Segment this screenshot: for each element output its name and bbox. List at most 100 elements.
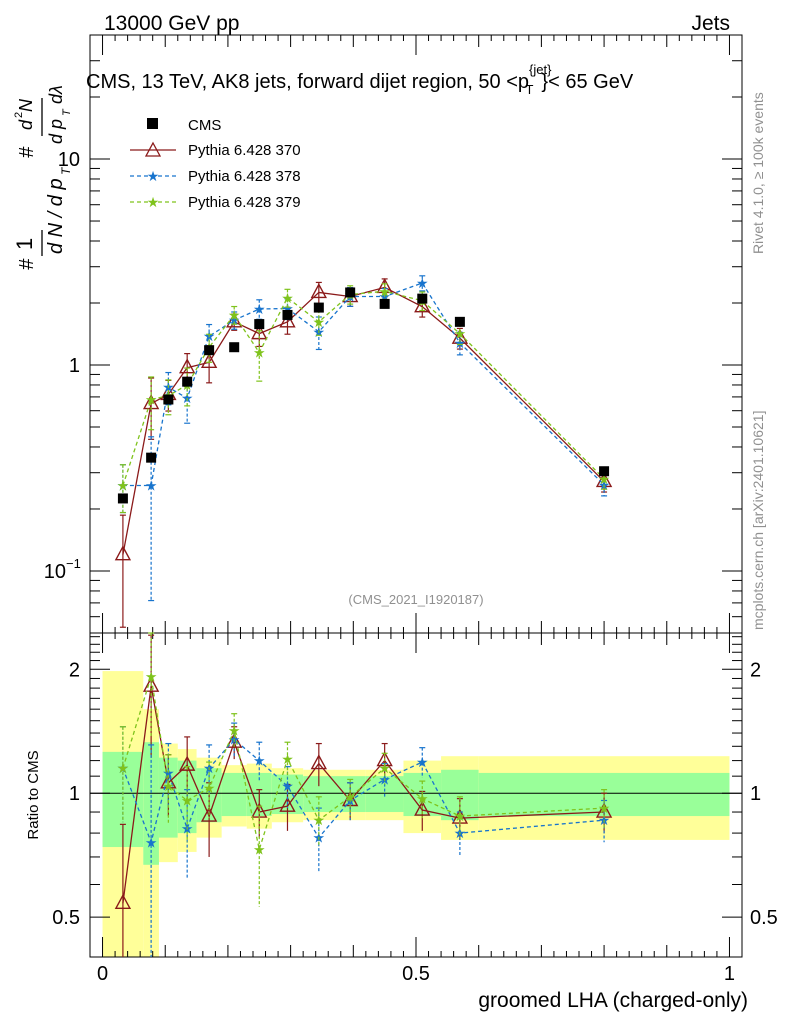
ratio-marker: ★ [145, 834, 158, 850]
ratio-y-tick-label-right: 2 [750, 659, 761, 681]
svg-text:d N / d p: d N / d p [45, 178, 67, 254]
cms-point [204, 345, 215, 356]
svg-text:N: N [16, 98, 36, 112]
ratio-marker: ★ [313, 812, 326, 828]
series-line [122, 286, 605, 555]
point-marker [114, 545, 132, 561]
legend-370-marker [144, 141, 162, 157]
x-tick-label: 0 [97, 963, 108, 985]
data-series: ★★★★★★★★★★★★★★★★★★★★★★★★★★★★ [114, 275, 613, 628]
point-marker: ★ [378, 283, 391, 299]
collision-energy-label: 13000 GeV pp [104, 12, 239, 35]
ratio-y-tick-label: 2 [69, 659, 80, 681]
cms-point [345, 287, 356, 298]
point-marker: ★ [145, 478, 158, 494]
ratio-marker: ★ [228, 723, 241, 739]
ratio-y-tick-label-right: 0.5 [750, 907, 778, 929]
category-label: Jets [691, 12, 730, 35]
legend-cms-marker [147, 118, 158, 129]
ratio-marker [279, 796, 296, 812]
series-line [122, 290, 605, 486]
band-inner-bin [143, 742, 159, 865]
ratio-y-tick-label-right: 1 [750, 783, 761, 805]
svg-text:#: # [16, 146, 38, 158]
point-marker [279, 312, 296, 328]
ratio-marker: ★ [281, 778, 294, 794]
ratio-line [122, 676, 605, 853]
cms-point [599, 466, 610, 477]
ratio-marker [310, 754, 327, 770]
chart-title-main: CMS, 13 TeV, AK8 jets, forward dijet reg… [86, 71, 529, 93]
ratio-marker [160, 773, 177, 789]
legend-378-label: Pythia 6.428 378 [188, 168, 301, 185]
ratio-marker: ★ [162, 778, 175, 794]
cms-point [417, 293, 428, 304]
ratio-marker: ★ [598, 800, 611, 816]
point-marker: ★ [117, 478, 130, 494]
ratio-series: ★★★★★★★★★★★★★★★★★★★★★★★★★★★ ★ [114, 632, 613, 957]
ratio-marker: ★ [145, 669, 158, 685]
point-marker: ★ [253, 301, 266, 317]
chart-title-sup: {jet} [529, 62, 552, 77]
ratio-marker [114, 893, 132, 910]
chart-title: CMS, 13 TeV, AK8 jets, forward dijet reg… [86, 62, 634, 97]
ratio-marker [414, 800, 431, 816]
legend-378-marker: ★ [147, 168, 160, 184]
svg-text:T: T [61, 108, 73, 116]
cms-point [163, 394, 174, 405]
point-marker: ★ [281, 290, 294, 306]
ratio-marker [179, 755, 196, 771]
point-marker [310, 282, 327, 299]
ratio-y-tick-label: 1 [69, 783, 80, 805]
cms-point [379, 298, 390, 309]
ratio-marker [142, 676, 160, 692]
ratio-marker: ★ [203, 780, 216, 796]
ratio-marker: ★ [253, 753, 266, 769]
ratio-marker: ★ [117, 760, 130, 776]
ratio-marker: ★ [378, 760, 391, 776]
cms-point [117, 493, 128, 504]
cms-point [282, 309, 293, 320]
rivet-version-label: Rivet 4.1.0, ≥ 100k events [750, 92, 766, 254]
analysis-tag: (CMS_2021_I1920187) [348, 592, 483, 607]
ratio-marker: ★ [454, 808, 467, 824]
legend-379-marker: ★ [147, 194, 160, 210]
legend-370-label: Pythia 6.428 370 [188, 142, 301, 159]
legend: CMS Pythia 6.428 370 ★ Pythia 6.428 378 … [130, 117, 301, 211]
legend-379-label: Pythia 6.428 379 [188, 194, 301, 211]
cms-point [146, 452, 157, 463]
y-tick-label: 1 [69, 355, 80, 377]
ratio-marker [226, 732, 243, 748]
svg-text:dλ: dλ [46, 85, 66, 104]
y-axis-label-ratio: Ratio to CMS [25, 750, 42, 839]
ratio-marker: ★ [416, 754, 429, 770]
y-tick-label: 10 [44, 561, 66, 583]
point-marker: ★ [228, 307, 241, 323]
point-marker: ★ [253, 345, 266, 361]
ratio-marker: ★ [253, 841, 266, 857]
ratio-marker: ★ [181, 792, 194, 808]
y-axis-label-main: # 1 d N / d p T # d 2 N d p T dλ [12, 85, 73, 270]
point-marker: ★ [313, 314, 326, 330]
legend-cms-label: CMS [188, 117, 221, 134]
cms-data [117, 287, 610, 504]
x-tick-label: 1 [724, 963, 735, 985]
point-marker [200, 352, 218, 369]
point-marker: ★ [416, 275, 429, 291]
x-axis-label: groomed LHA (charged-only) [478, 989, 748, 1012]
ratio-marker [200, 806, 218, 822]
svg-text:T: T [59, 166, 73, 175]
point-marker: ★ [145, 392, 158, 408]
point-marker [414, 297, 431, 313]
chart-title-tail: }< 65 GeV [541, 71, 633, 93]
svg-text:#: # [16, 258, 38, 270]
point-marker: ★ [454, 326, 467, 342]
mcplots-source-label: mcplots.cern.ch [arXiv:2401.10621] [750, 411, 766, 630]
chart-title-sub: T [525, 82, 533, 97]
cms-point [182, 376, 193, 387]
band-inner-bin [221, 772, 247, 817]
svg-text:2: 2 [13, 112, 25, 118]
svg-text:d p: d p [46, 119, 66, 144]
